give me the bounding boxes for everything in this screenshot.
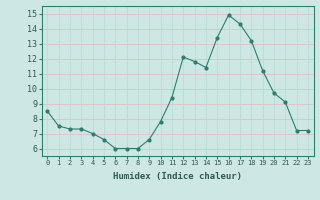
X-axis label: Humidex (Indice chaleur): Humidex (Indice chaleur): [113, 172, 242, 181]
